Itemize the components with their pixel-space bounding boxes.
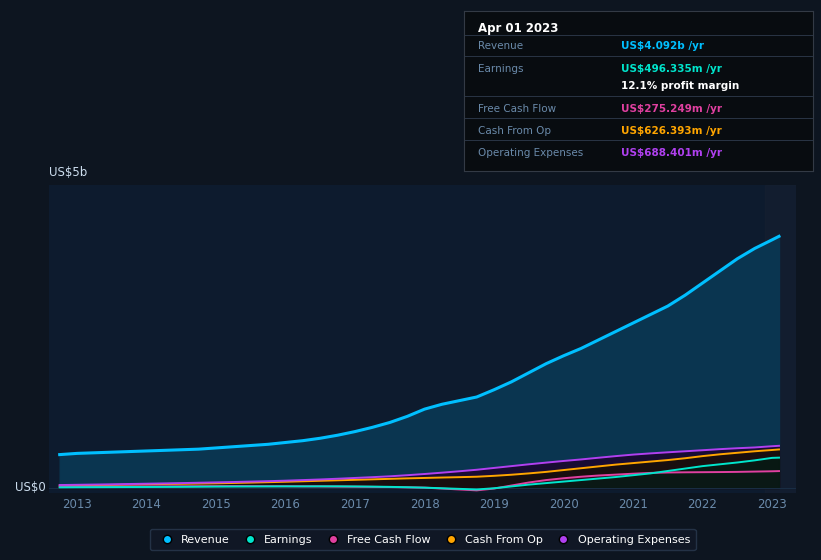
Text: US$0: US$0 [15,482,45,494]
Text: US$496.335m /yr: US$496.335m /yr [621,64,722,74]
Text: 12.1% profit margin: 12.1% profit margin [621,81,739,91]
Text: US$275.249m /yr: US$275.249m /yr [621,104,722,114]
Text: US$626.393m /yr: US$626.393m /yr [621,126,722,136]
Text: Earnings: Earnings [478,64,523,74]
Text: Free Cash Flow: Free Cash Flow [478,104,556,114]
Text: Apr 01 2023: Apr 01 2023 [478,22,558,35]
Text: US$688.401m /yr: US$688.401m /yr [621,148,722,158]
Text: US$4.092b /yr: US$4.092b /yr [621,41,704,52]
Text: Operating Expenses: Operating Expenses [478,148,583,158]
Bar [765,185,796,493]
Legend: Revenue, Earnings, Free Cash Flow, Cash From Op, Operating Expenses: Revenue, Earnings, Free Cash Flow, Cash … [150,529,695,550]
Text: Cash From Op: Cash From Op [478,126,551,136]
Text: US$5b: US$5b [49,166,88,179]
Text: Revenue: Revenue [478,41,523,52]
